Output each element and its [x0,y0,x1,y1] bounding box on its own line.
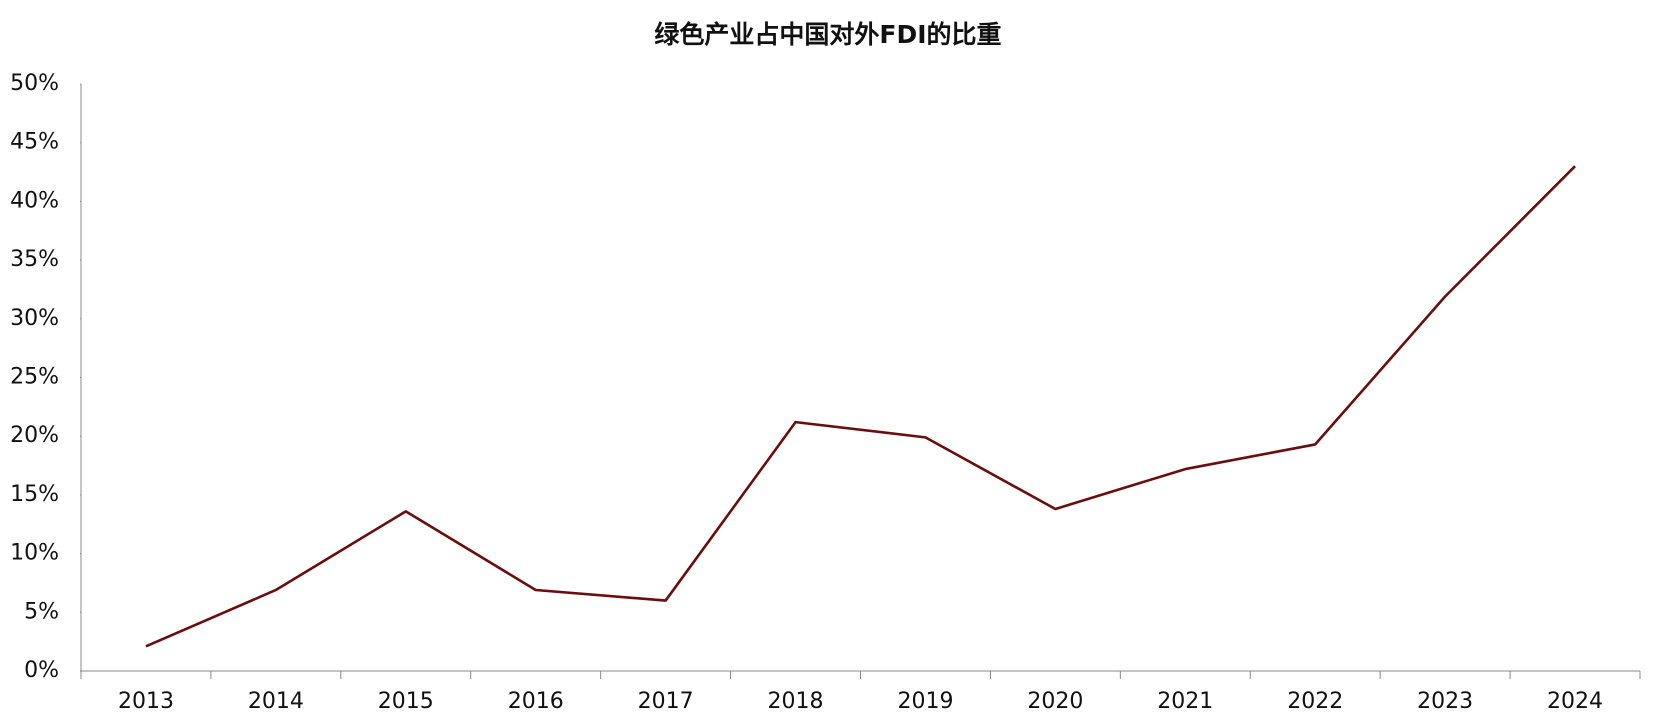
y-tick-label: 10% [10,541,59,566]
y-tick-label: 40% [10,188,59,213]
data-line [145,165,1576,648]
x-tick-label: 2024 [1547,689,1603,714]
y-tick-label: 15% [10,482,59,507]
y-tick-label: 20% [10,423,59,448]
y-tick-label: 5% [24,599,59,624]
y-tick-label: 25% [10,365,59,390]
chart-title: 绿色产业占中国对外FDI的比重 [654,20,1001,49]
x-tick-label: 2017 [638,689,694,714]
y-tick-label: 30% [10,306,59,331]
x-tick-label: 2014 [248,689,304,714]
y-tick-label: 0% [24,658,59,683]
x-tick-label: 2013 [118,689,174,714]
x-tick-label: 2015 [378,689,434,714]
x-tick-label: 2022 [1287,689,1343,714]
x-tick-label: 2021 [1157,689,1213,714]
x-tick-label: 2016 [508,689,564,714]
x-tick-label: 2018 [768,689,824,714]
x-tick-label: 2020 [1027,689,1083,714]
y-tick-label: 50% [10,71,59,96]
y-tick-label: 35% [10,247,59,272]
y-tick-label: 45% [10,130,59,155]
x-tick-label: 2019 [897,689,953,714]
x-tick-label: 2023 [1417,689,1473,714]
